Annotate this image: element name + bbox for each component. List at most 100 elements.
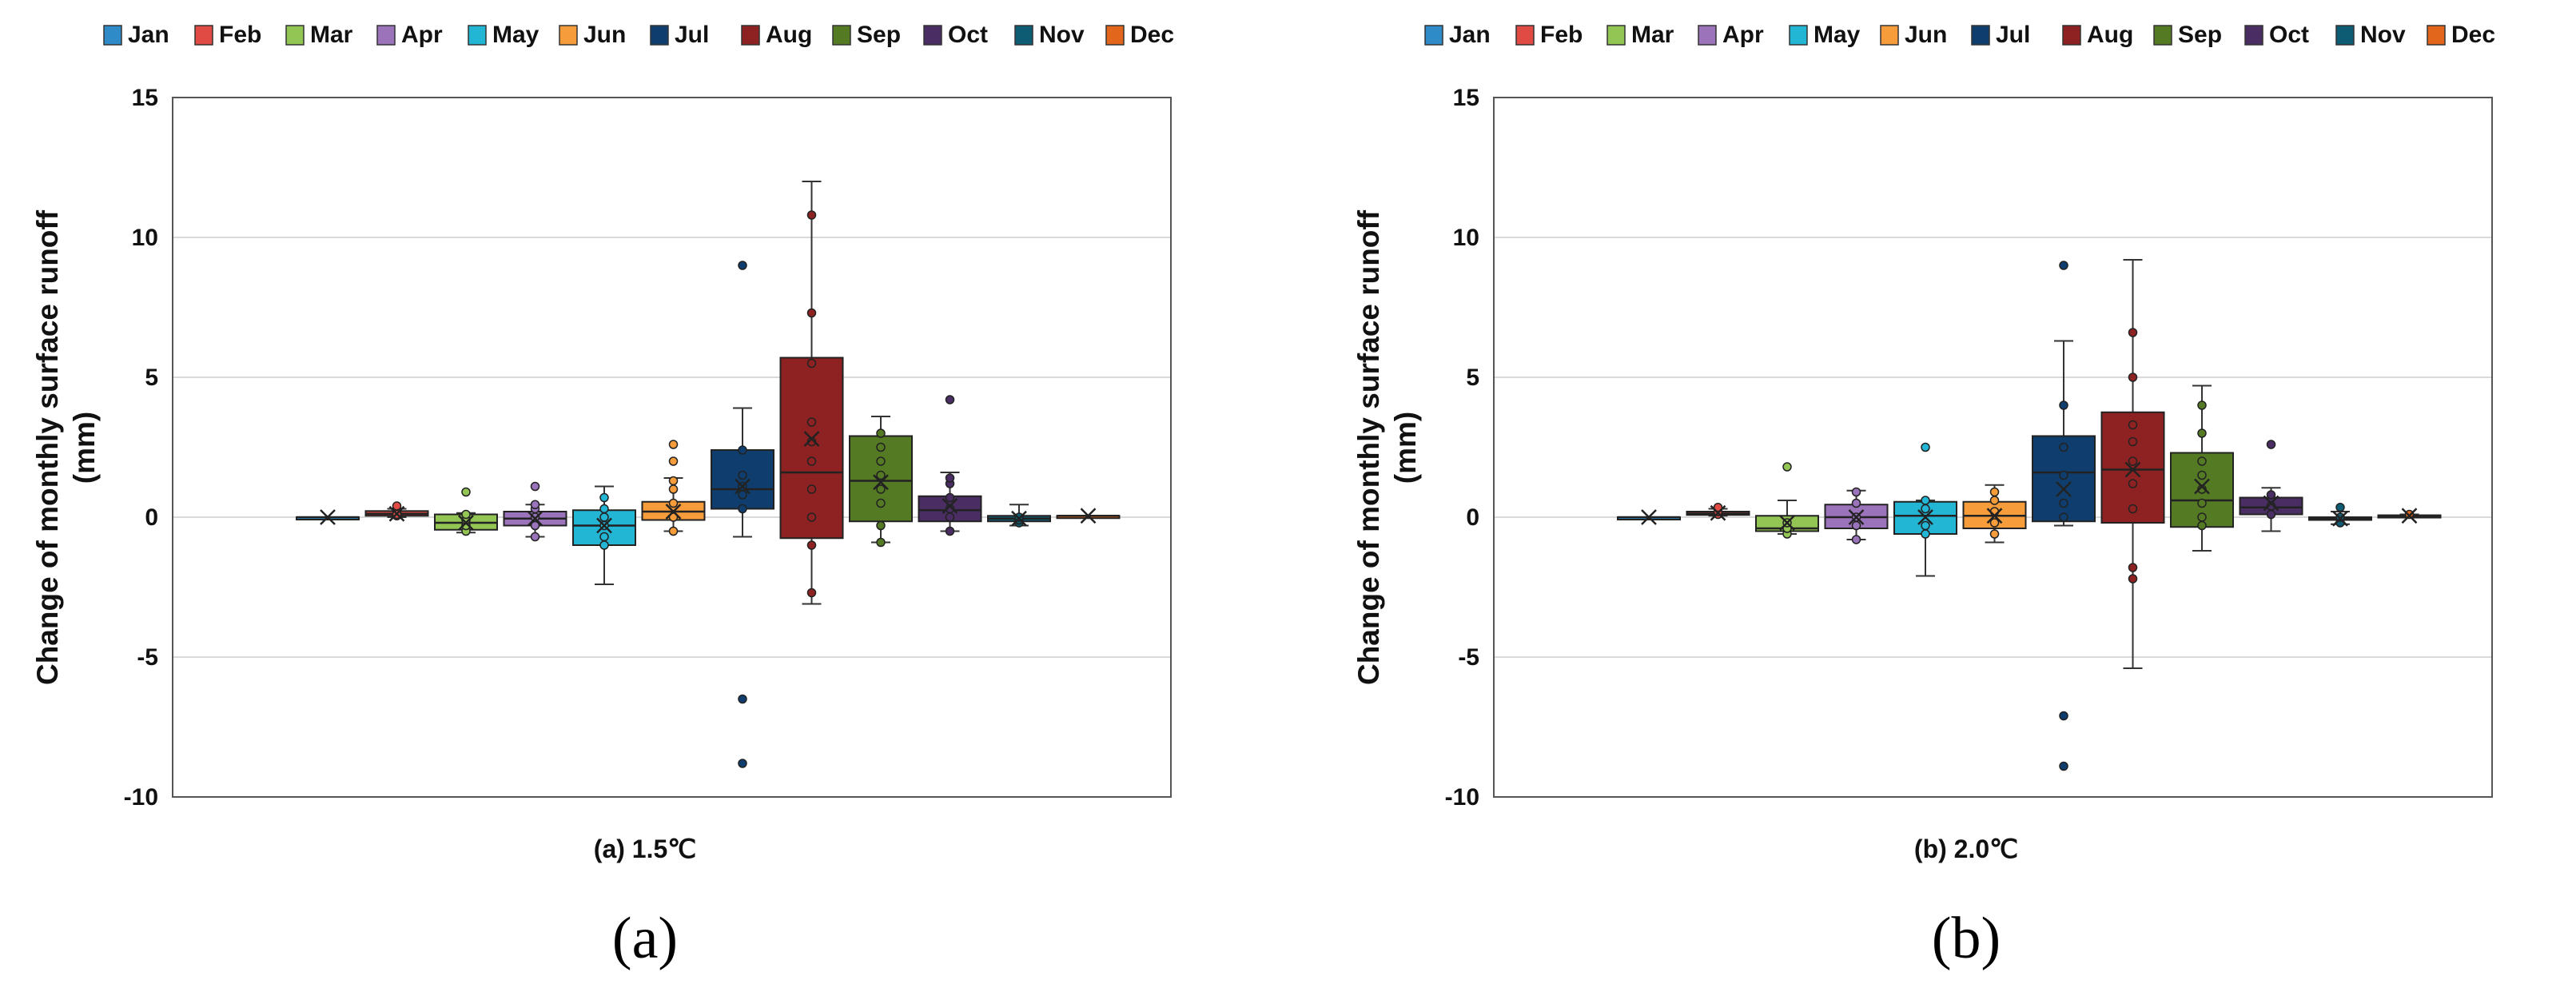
plot-frame — [1493, 97, 2493, 798]
data-point — [2128, 479, 2138, 488]
legend-item-nov: Nov — [2335, 22, 2406, 48]
legend-item-jan: Jan — [1424, 22, 1491, 48]
y-axis-label-line: Change of monthly surface runoff — [1352, 209, 1385, 685]
box-may — [572, 485, 636, 585]
data-point — [1921, 529, 1930, 539]
data-point — [2128, 436, 2138, 447]
legend-label: Aug — [2087, 22, 2133, 48]
data-point — [668, 484, 679, 494]
box-sep — [849, 416, 913, 548]
mean-marker — [1641, 509, 1657, 525]
data-point — [668, 498, 679, 508]
data-point — [1989, 496, 2000, 505]
data-point — [2197, 428, 2207, 438]
data-point — [806, 540, 817, 550]
legend-label: Mar — [1631, 22, 1674, 48]
chart-panel-b: Jan Feb Mar Apr May Jun Jul Aug Sep Oct Nov Dec 15 10… — [1352, 22, 2495, 971]
mean-marker — [1917, 509, 1933, 525]
data-point — [1713, 503, 1723, 512]
legend-swatch — [1698, 25, 1717, 46]
data-point — [2128, 372, 2138, 382]
legend-label: Aug — [766, 22, 812, 48]
mean-marker — [803, 431, 820, 447]
panel-label: (b) — [1932, 906, 2001, 971]
data-point — [945, 512, 955, 522]
legend-item-may: May — [1789, 22, 1861, 48]
y-tick-label: 10 — [132, 225, 158, 251]
box-aug — [2100, 259, 2165, 669]
mean-marker — [665, 504, 682, 520]
y-tick-label: -5 — [1458, 644, 1479, 671]
data-point — [738, 759, 747, 768]
mean-marker — [2056, 481, 2072, 497]
mean-marker — [2124, 461, 2141, 478]
legend-item-apr: Apr — [376, 22, 443, 48]
data-point — [876, 498, 886, 508]
box-apr — [503, 481, 567, 542]
legend-swatch — [1789, 25, 1808, 46]
legend-swatch — [1105, 25, 1125, 46]
legend-swatch — [1971, 25, 1990, 46]
legend-item-aug: Aug — [741, 22, 812, 48]
data-point — [2059, 470, 2068, 480]
box-aug — [779, 181, 844, 605]
legend-label: Oct — [2269, 22, 2309, 48]
mean-marker — [2263, 495, 2279, 512]
data-point — [945, 492, 955, 503]
legend-label: Apr — [1722, 22, 1764, 48]
data-point — [2059, 761, 2068, 771]
data-point — [530, 481, 540, 492]
legend-swatch — [2427, 25, 2446, 46]
data-point — [2059, 261, 2068, 270]
data-point — [2128, 504, 2138, 514]
data-point — [2197, 456, 2207, 466]
legend-swatch — [1424, 25, 1443, 46]
legend-swatch — [2153, 25, 2172, 46]
legend-swatch — [1607, 25, 1626, 46]
data-point — [1851, 520, 1861, 531]
data-point — [668, 456, 679, 466]
box-mar — [434, 487, 498, 536]
box-dec — [1056, 508, 1121, 524]
mean-marker — [458, 515, 474, 531]
box-jan — [296, 509, 360, 525]
mean-marker — [735, 478, 751, 495]
data-point — [806, 588, 817, 598]
box-may — [1893, 442, 1957, 577]
data-point — [806, 456, 817, 466]
legend-swatch — [559, 25, 578, 46]
legend-item-sep: Sep — [2153, 22, 2222, 48]
legend-swatch — [923, 25, 942, 46]
data-point — [2266, 440, 2276, 449]
box-oct — [918, 395, 982, 536]
legend-item-sep: Sep — [832, 22, 901, 48]
legend-swatch — [103, 25, 122, 46]
data-point — [392, 501, 402, 511]
y-tick-label: 15 — [132, 85, 158, 111]
legend-label: Dec — [2451, 22, 2495, 48]
data-point — [599, 540, 609, 550]
mean-marker — [2401, 508, 2418, 524]
legend-swatch — [285, 25, 305, 46]
mean-marker — [2332, 510, 2348, 527]
data-point — [945, 526, 955, 536]
data-point — [806, 358, 817, 369]
legend-item-jun: Jun — [559, 22, 626, 48]
data-point — [2197, 512, 2207, 522]
mean-marker — [320, 509, 336, 525]
box-feb — [1686, 503, 1750, 521]
data-point — [599, 492, 609, 503]
box-sep — [2170, 384, 2234, 552]
legend-swatch — [2244, 25, 2263, 46]
legend-label: May — [492, 22, 539, 48]
data-point — [876, 470, 886, 480]
data-point — [668, 526, 679, 536]
data-point — [1782, 462, 1792, 472]
data-point — [668, 476, 679, 486]
box-apr — [1824, 487, 1889, 544]
x-axis-label: (a) 1.5℃ — [594, 835, 696, 863]
mean-marker — [1080, 508, 1097, 524]
legend-item-mar: Mar — [285, 22, 353, 48]
legend-item-feb: Feb — [194, 22, 261, 48]
legend-item-jul: Jul — [650, 22, 709, 48]
